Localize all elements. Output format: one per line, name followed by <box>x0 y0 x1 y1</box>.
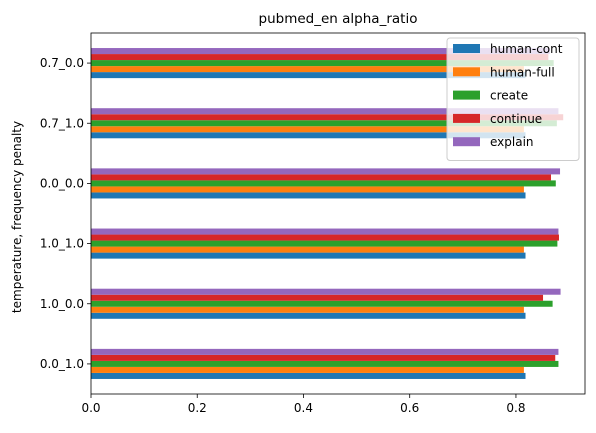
legend-label-create: create <box>490 89 528 103</box>
bar-continue-0.0_0.0 <box>91 174 552 181</box>
bar-human-cont-1.0_1.0 <box>91 252 526 259</box>
y-tick-label: 1.0_1.0 <box>40 237 84 251</box>
bar-human-full-0.7_0.0 <box>91 66 524 73</box>
bar-continue-1.0_1.0 <box>91 234 559 241</box>
legend-label-human-cont: human-cont <box>490 42 563 56</box>
bar-continue-0.7_0.0 <box>91 54 549 61</box>
x-tick-label: 0.4 <box>294 401 313 415</box>
bar-continue-0.0_1.0 <box>91 354 556 361</box>
bar-create-0.7_0.0 <box>91 60 554 67</box>
bar-explain-0.7_0.0 <box>91 48 550 55</box>
bars-group <box>91 48 564 379</box>
bar-create-0.7_1.0 <box>91 120 557 127</box>
bar-explain-0.7_1.0 <box>91 108 559 115</box>
x-tick-label: 0.8 <box>506 401 525 415</box>
bar-explain-1.0_1.0 <box>91 228 559 235</box>
y-tick-label: 1.0_0.0 <box>40 297 84 311</box>
bar-create-0.0_0.0 <box>91 180 556 187</box>
legend-swatch-create <box>453 90 480 100</box>
bar-continue-1.0_0.0 <box>91 294 544 301</box>
bar-explain-1.0_0.0 <box>91 288 561 295</box>
bar-create-1.0_0.0 <box>91 300 553 307</box>
legend-swatch-human-full <box>453 67 480 77</box>
bar-human-cont-1.0_0.0 <box>91 312 526 319</box>
bar-human-cont-0.7_0.0 <box>91 72 526 79</box>
bar-human-full-0.0_0.0 <box>91 186 524 193</box>
bar-human-cont-0.0_0.0 <box>91 192 526 199</box>
bar-human-full-0.0_1.0 <box>91 366 524 373</box>
axes-group: 0.0 0.2 0.4 0.6 0.8 0.0_1.0 1.0_0.0 1.0_1.0 0.0_… <box>40 32 586 415</box>
bar-create-0.0_1.0 <box>91 360 559 367</box>
legend-swatch-human-cont <box>453 44 480 53</box>
y-tick-label: 0.0_0.0 <box>40 176 84 190</box>
legend: human-cont human-full create continue explai… <box>446 37 580 161</box>
legend-swatch-explain <box>453 137 480 147</box>
bar-explain-0.0_1.0 <box>91 348 559 355</box>
legend-label-human-full: human-full <box>490 65 555 79</box>
legend-label-continue: continue <box>490 112 542 126</box>
y-tick-label: 0.0_1.0 <box>40 357 84 371</box>
legend-swatch-continue <box>453 113 480 123</box>
y-axis-label: temperature, frequency penalty <box>10 121 24 313</box>
bar-human-full-1.0_1.0 <box>91 246 524 253</box>
bar-continue-0.7_1.0 <box>91 114 564 121</box>
plot-frame <box>90 32 586 395</box>
bar-human-cont-0.0_1.0 <box>91 372 526 379</box>
x-tick-label: 0.6 <box>400 401 419 415</box>
bar-human-full-0.7_1.0 <box>91 126 524 133</box>
bar-create-1.0_1.0 <box>91 240 558 247</box>
bar-human-cont-0.7_1.0 <box>91 132 526 139</box>
x-tick-label: 0.2 <box>188 401 207 415</box>
chart-title: pubmed_en alpha_ratio <box>259 11 418 27</box>
bar-explain-0.0_0.0 <box>91 168 561 175</box>
legend-label-explain: explain <box>490 135 534 149</box>
x-tick-label: 0.0 <box>81 401 100 415</box>
bar-human-full-1.0_0.0 <box>91 306 524 313</box>
y-tick-label: 0.7_0.0 <box>40 56 84 70</box>
y-tick-label: 0.7_1.0 <box>40 116 84 130</box>
